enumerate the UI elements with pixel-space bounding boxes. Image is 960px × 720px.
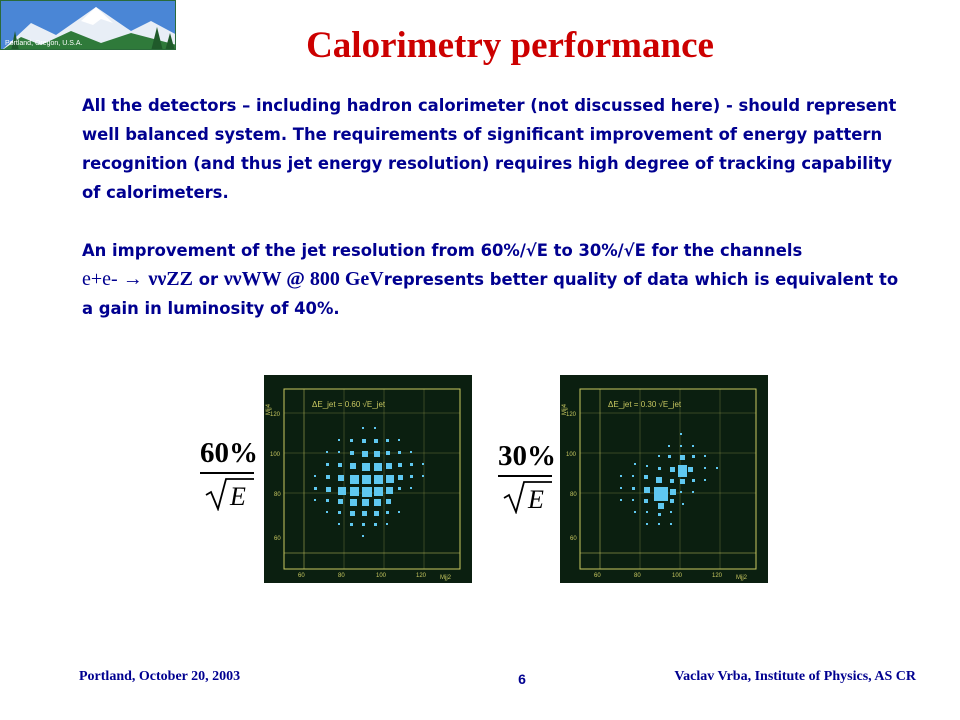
mountain-logo-icon [1,1,175,49]
mass-plot-60-canvas: ΔE_jet = 0.60 √E_jet Mjj4 Mjj2 60 80 100… [266,388,461,581]
y-tick: 100 [270,452,281,458]
portland-logo: Portland, Oregon, U.S.A. [0,0,176,50]
x-axis-label: Mjj2 [736,575,748,581]
logo-caption: Portland, Oregon, U.S.A. [5,40,83,47]
y-tick: 80 [274,492,281,498]
x-tick: 100 [376,573,387,579]
plot-resolution-label: ΔE_jet = 0.60 √E_jet [312,400,386,409]
improvement-line: An improvement of the jet resolution fro… [82,241,803,260]
fraction-denominator: E [502,480,552,515]
fraction-bar [200,472,254,474]
x-tick: 60 [298,573,305,579]
page-number: 6 [518,671,526,687]
histogram-boxes [314,427,424,537]
sqrt-icon: E [205,478,254,512]
process-initial-state: e+e- [82,268,123,290]
x-tick: 100 [672,573,683,579]
y-axis-label: Mjj4 [562,403,568,415]
plot-resolution-label: ΔE_jet = 0.30 √E_jet [608,400,682,409]
sqrt-icon: E [503,481,552,515]
x-axis-label: Mjj2 [440,575,452,581]
energy-value: @ 800 GeV [281,268,384,290]
y-tick: 100 [566,452,577,458]
x-tick: 60 [594,573,601,579]
paragraph-improvement: An improvement of the jet resolution fro… [82,236,912,323]
or-word: or [192,270,224,289]
y-axis-label: Mjj4 [266,403,272,415]
slide-title: Calorimetry performance [306,25,714,66]
fraction-denominator-text: E [527,485,544,514]
fraction-denominator: E [204,477,254,512]
y-tick: 80 [570,492,577,498]
y-tick: 60 [274,536,281,542]
mass-plot-60: ΔE_jet = 0.60 √E_jet Mjj4 Mjj2 60 80 100… [264,375,472,583]
resolution-fraction-60: 60% E [200,437,260,517]
improvement-rest: represents better quality of data which … [82,270,899,318]
fraction-numerator: 60% [200,437,258,469]
footer-date: Portland, October 20, 2003 [79,669,241,684]
fraction-bar [498,475,552,477]
x-tick: 120 [712,573,723,579]
y-tick: 60 [570,536,577,542]
x-tick: 80 [338,573,345,579]
x-tick: 80 [634,573,641,579]
histogram-boxes [620,433,718,525]
mass-plot-30-canvas: ΔE_jet = 0.30 √E_jet Mjj4 Mjj2 60 80 100… [562,388,757,581]
paragraph-detectors: All the detectors – including hadron cal… [82,96,897,202]
channel-ww: ννWW [223,268,282,290]
fraction-numerator: 30% [498,440,556,472]
channel-zz: ννZZ [148,268,193,290]
footer-author: Vaclav Vrba, Institute of Physics, AS CR [674,669,916,684]
arrow-icon: → [122,268,143,290]
mass-plot-30: ΔE_jet = 0.30 √E_jet Mjj4 Mjj2 60 80 100… [560,375,768,583]
fraction-denominator-text: E [229,482,246,511]
y-tick: 120 [270,412,281,418]
resolution-fraction-30: 30% E [498,440,558,520]
y-tick: 120 [566,412,577,418]
x-tick: 120 [416,573,427,579]
